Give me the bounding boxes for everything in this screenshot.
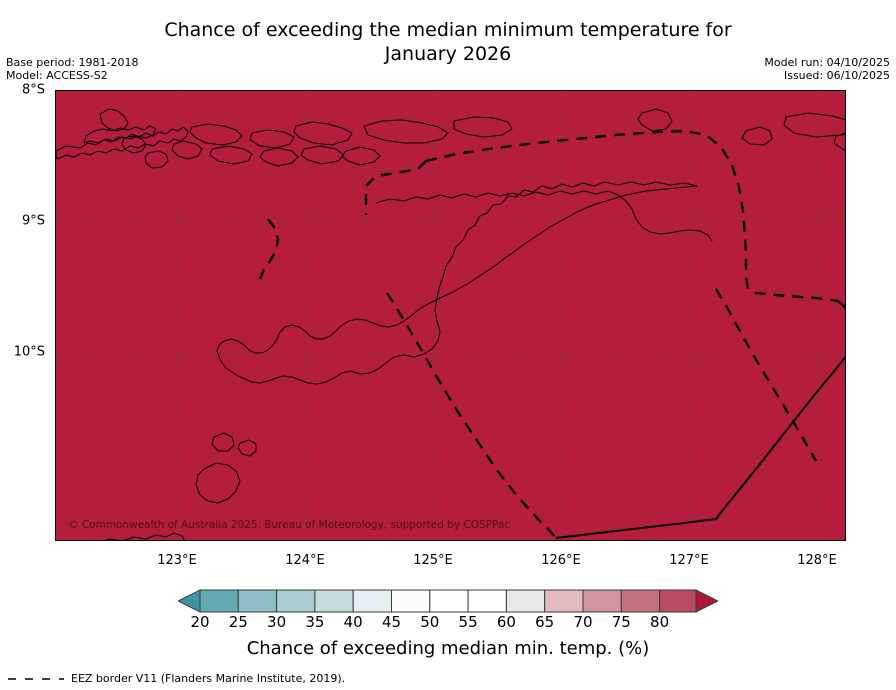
graticule-gridlines — [56, 91, 845, 540]
coastline-island-small-f — [209, 145, 253, 165]
x-tick-label-128E: 128°E — [797, 553, 837, 568]
metadata-left: Base period: 1981-2018 Model: ACCESS-S2 — [6, 56, 138, 82]
colorbar-tick-30: 30 — [267, 613, 287, 631]
colorbar-tick-35: 35 — [305, 613, 325, 631]
colorbar-bin-25-30 — [237, 589, 278, 613]
colorbar-tick-25: 25 — [228, 613, 248, 631]
y-tick-label-8S: 8°S — [21, 82, 45, 98]
coastline-leti-b — [783, 112, 845, 138]
y-tick-label-9S: 9°S — [21, 213, 45, 229]
colorbar-bin-65-70 — [544, 589, 584, 613]
page-title: Chance of exceeding the median minimum t… — [0, 18, 896, 66]
coastline-islet-b — [211, 432, 235, 452]
coastline-flores-east — [56, 126, 189, 160]
coastline-island-small-g — [249, 129, 295, 149]
colorbar-bin-75-80 — [620, 589, 661, 613]
eez-border-south — [385, 292, 557, 539]
title-line-1: Chance of exceeding the median minimum t… — [164, 19, 732, 41]
eez-legend: EEZ border V11 (Flanders Marine Institut… — [6, 672, 345, 685]
colorbar-bin-55-60 — [467, 589, 507, 613]
eez-border-northwest — [364, 160, 427, 215]
model-text: Model: ACCESS-S2 — [6, 69, 108, 82]
probability-field-fill — [56, 91, 845, 540]
coastline-island-small-e — [189, 123, 243, 146]
colorbar-bin-over-80 — [695, 589, 720, 613]
coastline-island-small-j — [300, 145, 345, 165]
issued-text: Issued: 06/10/2025 — [783, 69, 890, 82]
x-tick-label-126E: 126°E — [541, 553, 581, 568]
colorbar-tick-labels: 20 25 30 35 40 45 50 55 60 65 70 75 80 — [178, 613, 718, 635]
colorbar-tick-50: 50 — [420, 613, 440, 631]
model-run-text: Model run: 04/10/2025 — [764, 56, 890, 69]
coastline-wetar-east — [453, 116, 513, 138]
coastline-layer — [56, 108, 845, 540]
eez-border-timor-gap-west — [258, 218, 280, 280]
coastline-wetar — [363, 119, 449, 144]
colorbar-bin-45-50 — [391, 589, 431, 613]
colorbar-tick-80: 80 — [650, 613, 670, 631]
x-tick-label-123E: 123°E — [157, 553, 197, 568]
metadata-right: Model run: 04/10/2025 Issued: 06/10/2025 — [764, 56, 890, 82]
coastline-island-small-i — [293, 121, 353, 146]
eez-dash-icon — [8, 677, 64, 680]
colorbar-tick-55: 55 — [458, 613, 478, 631]
coastline-island-small-b — [121, 135, 147, 154]
colorbar-bin-35-40 — [314, 589, 354, 613]
colorbar-bin-70-75 — [582, 589, 622, 613]
colorbar-tick-40: 40 — [343, 613, 363, 631]
colorbar-tick-70: 70 — [573, 613, 593, 631]
coastline-island-small-d — [171, 140, 203, 160]
colorbar-svg — [176, 589, 720, 613]
coastline-romang — [637, 108, 673, 132]
colorbar-bin-under-20 — [176, 589, 201, 613]
colorbar-bin-40-45 — [352, 589, 392, 613]
map-copyright-text: © Commonwealth of Australia 2025, Bureau… — [68, 519, 510, 531]
eez-border-east — [837, 300, 845, 313]
coastline-island-small-k — [341, 146, 381, 166]
colorbar-bin-50-55 — [429, 589, 469, 613]
colorbar-tick-65: 65 — [535, 613, 555, 631]
y-tick-label-10S: 10°S — [13, 344, 45, 360]
maritime-boundary-solid — [555, 355, 845, 539]
coastline-islet-c — [237, 439, 257, 457]
colorbar-bin-30-35 — [276, 589, 316, 613]
colorbar-tick-45: 45 — [381, 613, 402, 631]
coastline-island-small-h — [259, 147, 299, 167]
coastline-timor-north-detail — [375, 190, 713, 242]
colorbar-tick-20: 20 — [190, 613, 210, 631]
colorbar-bin-20-25 — [199, 589, 239, 613]
map-svg: © Commonwealth of Australia 2025, Bureau… — [56, 91, 845, 540]
eez-legend-label: EEZ border V11 (Flanders Marine Institut… — [71, 672, 346, 685]
colorbar[interactable] — [176, 589, 720, 613]
coastline-semau — [195, 462, 241, 504]
colorbar-bin-80-85 — [659, 589, 697, 613]
x-tick-label-124E: 124°E — [285, 553, 325, 568]
eez-border-north — [425, 129, 839, 303]
map-plot-area[interactable]: © Commonwealth of Australia 2025, Bureau… — [55, 90, 846, 541]
eez-border-southeast — [714, 288, 818, 462]
colorbar-axis-label: Chance of exceeding median min. temp. (%… — [246, 638, 650, 659]
x-tick-label-125E: 125°E — [413, 553, 453, 568]
base-period-text: Base period: 1981-2018 — [6, 56, 139, 69]
coastline-timor — [216, 181, 698, 385]
colorbar-tick-60: 60 — [496, 613, 516, 631]
coastline-island-small-c — [144, 150, 169, 169]
eez-border-layer — [258, 129, 845, 539]
title-line-2: January 2026 — [384, 43, 512, 65]
colorbar-bin-60-65 — [505, 589, 546, 613]
coastline-leti-a — [741, 126, 773, 146]
coastline-island-small-a — [99, 108, 129, 132]
colorbar-tick-75: 75 — [611, 613, 631, 631]
coastline-leti-c — [833, 133, 845, 151]
x-tick-label-127E: 127°E — [669, 553, 709, 568]
